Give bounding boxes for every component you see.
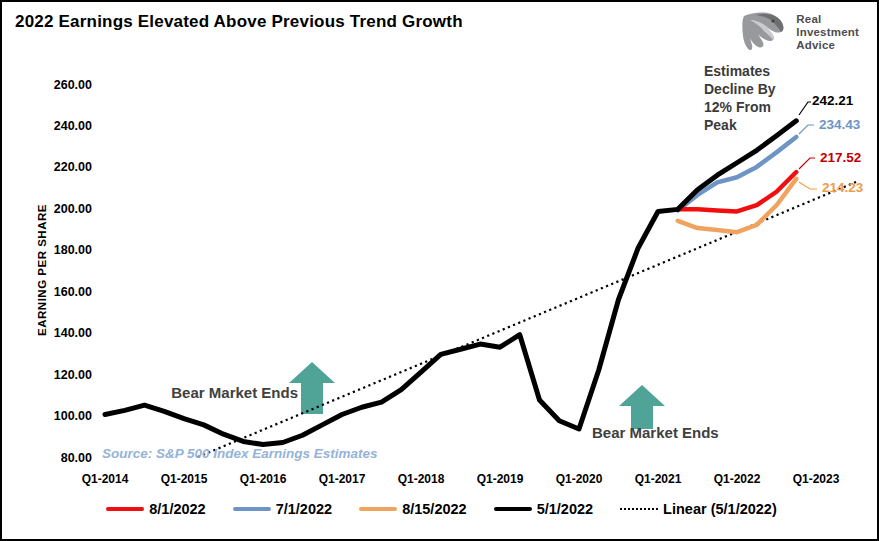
legend-label: 8/1/2022 xyxy=(149,501,205,517)
y-tick-label: 240.00 xyxy=(54,119,92,133)
x-tick-label: Q1-2017 xyxy=(319,472,366,486)
y-tick-label: 180.00 xyxy=(54,243,92,257)
x-tick-label: Q1-2021 xyxy=(635,472,682,486)
legend-item-7-1-2022: 7/1/2022 xyxy=(233,501,332,517)
bear-market-ends-label-2: Bear Market Ends xyxy=(592,424,719,441)
end-value-label-8-1-2022: 217.52 xyxy=(820,150,861,165)
bear-market-arrow-2 xyxy=(619,385,665,429)
estimates-decline-note-line-2: Decline By xyxy=(704,81,776,97)
end-value-label-8-15-2022: 214.23 xyxy=(822,180,864,195)
chart-page: 2022 Earnings Elevated Above Previous Tr… xyxy=(0,0,879,541)
legend-item-8-1-2022: 8/1/2022 xyxy=(106,501,205,517)
legend-item-5-1-2022: 5/1/2022 xyxy=(494,501,593,517)
y-tick-label: 80.00 xyxy=(61,451,92,465)
x-tick-label: Q1-2022 xyxy=(714,472,761,486)
estimates-decline-note-line-1: Estimates xyxy=(704,63,770,79)
y-tick-label: 200.00 xyxy=(54,202,92,216)
legend-item-8-15-2022: 8/15/2022 xyxy=(359,501,467,517)
x-tick-label: Q1-2014 xyxy=(82,472,129,486)
legend-item-Linear-5-1-2022-: Linear (5/1/2022) xyxy=(620,501,777,517)
legend-swatch xyxy=(106,507,144,512)
y-tick-label: 100.00 xyxy=(54,409,92,423)
y-tick-label: 160.00 xyxy=(54,285,92,299)
estimates-decline-note-line-3: 12% From xyxy=(704,99,771,115)
end-value-label-7-1-2022: 234.43 xyxy=(819,117,861,132)
end-label-leader-7-1-2022 xyxy=(799,125,814,134)
legend-label: 5/1/2022 xyxy=(537,501,593,517)
chart-legend: 8/1/2022 7/1/2022 8/15/2022 5/1/2022 Linear … xyxy=(2,501,879,517)
y-tick-label: 260.00 xyxy=(54,78,92,92)
x-tick-label: Q1-2023 xyxy=(793,472,840,486)
legend-swatch xyxy=(494,507,532,512)
end-value-label-5-1-2022: 242.21 xyxy=(812,93,854,108)
x-tick-label: Q1-2015 xyxy=(161,472,208,486)
y-axis-title: EARNING PER SHARE xyxy=(36,204,48,336)
x-tick-label: Q1-2016 xyxy=(240,472,287,486)
x-tick-label: Q1-2019 xyxy=(477,472,524,486)
x-tick-label: Q1-2018 xyxy=(398,472,445,486)
earnings-chart: 260.00 240.00 220.00 200.00 180.00 160.00 140.… xyxy=(2,2,879,541)
source-note: Source: S&P 500 Index Earnings Estimates xyxy=(102,446,378,461)
legend-label: 8/15/2022 xyxy=(402,501,467,517)
y-tick-label: 140.00 xyxy=(54,326,92,340)
bear-market-ends-label-1: Bear Market Ends xyxy=(171,384,298,401)
end-label-leader-8-15-2022 xyxy=(799,182,817,189)
x-tick-label: Q1-2020 xyxy=(556,472,603,486)
end-label-leader-8-1-2022 xyxy=(799,158,815,169)
y-tick-label: 120.00 xyxy=(54,368,92,382)
legend-swatch xyxy=(620,508,658,510)
legend-swatch xyxy=(359,507,397,512)
legend-label: 7/1/2022 xyxy=(276,501,332,517)
y-tick-label: 220.00 xyxy=(54,160,92,174)
legend-swatch xyxy=(233,507,271,512)
estimates-decline-note-line-4: Peak xyxy=(704,117,737,133)
legend-label: Linear (5/1/2022) xyxy=(663,501,777,517)
end-label-leader-5-1-2022 xyxy=(799,102,811,115)
